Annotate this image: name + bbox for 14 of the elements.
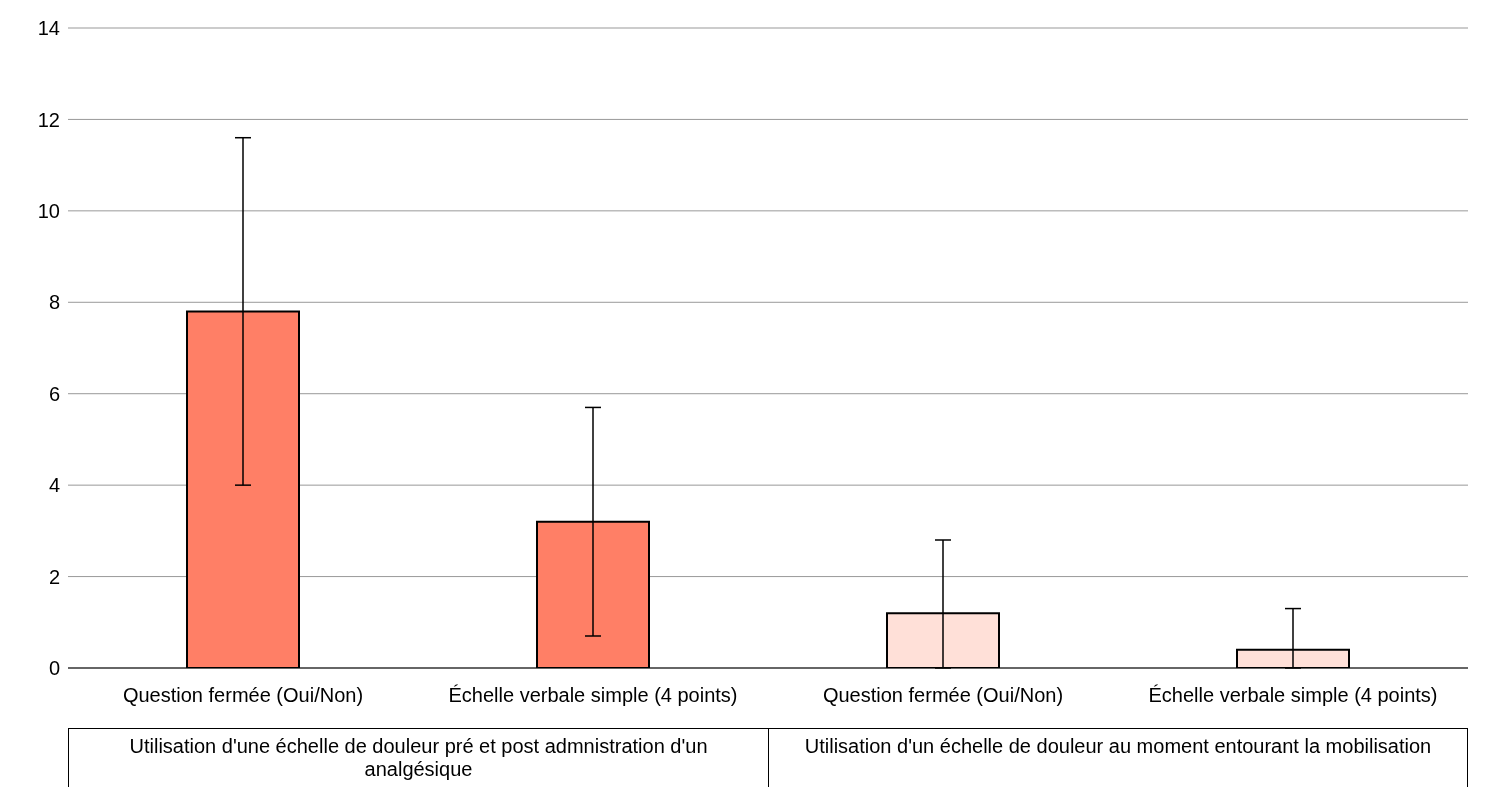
y-tick-label: 12 xyxy=(37,108,60,131)
group-label: Utilisation d'une échelle de douleur pré et post admnistration d'un analgésique xyxy=(68,729,768,787)
y-tick-label: 4 xyxy=(48,474,60,497)
x-tick-label: Échelle verbale simple (4 points) xyxy=(448,684,738,707)
x-tick-label: Question fermée (Oui/Non) xyxy=(822,684,1064,707)
x-tick-label: Échelle verbale simple (4 points) xyxy=(1148,684,1438,707)
y-tick-label: 14 xyxy=(37,17,60,40)
group-label: Utilisation d'un échelle de douleur au moment entourant la mobilisation xyxy=(768,729,1468,787)
y-tick-label: 6 xyxy=(48,382,60,405)
x-tick-label: Question fermée (Oui/Non) xyxy=(122,684,364,707)
y-tick-label: 0 xyxy=(48,657,60,680)
y-tick-label: 10 xyxy=(37,199,60,222)
y-tick-label: 2 xyxy=(48,565,60,588)
y-tick-label: 8 xyxy=(48,291,60,314)
